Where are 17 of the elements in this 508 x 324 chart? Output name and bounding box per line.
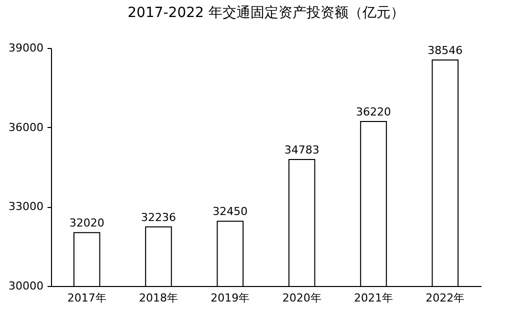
data-label: 38546 <box>428 44 463 58</box>
y-tick-label: 39000 <box>8 42 44 54</box>
x-tick-label: 2018年 <box>139 292 178 304</box>
y-tick-label: 30000 <box>8 280 44 292</box>
x-tick-label: 2021年 <box>354 292 393 304</box>
chart-title: 2017-2022 年交通固定资产投资额（亿元） <box>128 5 404 21</box>
x-tick-label: 2017年 <box>67 292 106 304</box>
y-tick-label: 36000 <box>8 120 44 134</box>
data-label: 36220 <box>356 106 391 119</box>
data-label: 32236 <box>141 210 176 224</box>
data-label: 32020 <box>69 216 104 230</box>
x-tick-label: 2020年 <box>282 292 322 304</box>
data-label: 34783 <box>284 144 320 157</box>
data-label: 32450 <box>212 205 248 218</box>
x-tick-label: 2019年 <box>210 292 250 304</box>
y-tick-label: 33000 <box>8 200 44 214</box>
x-tick-label: 2022年 <box>426 292 465 304</box>
